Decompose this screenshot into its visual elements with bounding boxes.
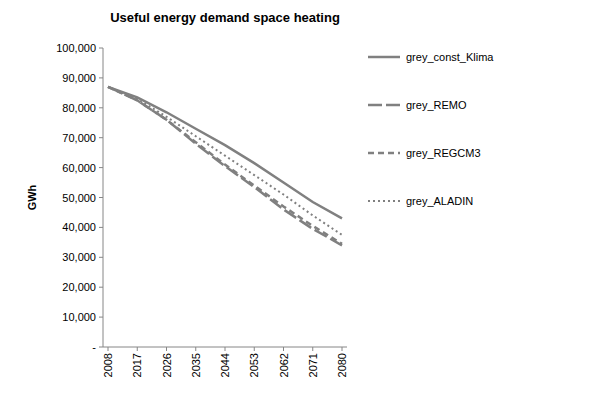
x-tick — [312, 347, 313, 351]
title: Useful energy demand space heating — [110, 10, 340, 25]
y-tick — [99, 317, 103, 318]
y-tick — [99, 197, 103, 198]
plot-area — [108, 87, 342, 245]
y-tick-label: 50,000 — [62, 192, 96, 204]
x-tick-label: 2080 — [336, 353, 348, 377]
legend-key — [368, 56, 400, 59]
y-tick — [99, 107, 103, 108]
x-tick — [108, 347, 109, 351]
x-tick — [254, 347, 255, 351]
y-tick-label: 30,000 — [62, 251, 96, 263]
legend: grey_const_Klima grey_REMO grey_REGCM3grey… — [368, 51, 494, 207]
y-tick — [99, 167, 103, 168]
y-tick-label: 20,000 — [62, 281, 96, 293]
x-tick — [283, 347, 284, 351]
series-line — [108, 87, 342, 219]
legend-label: grey_ALADIN — [406, 195, 473, 207]
chart: Useful energy demand space heating GWh - 10… — [0, 0, 603, 415]
y-tick — [99, 48, 103, 49]
legend-label: grey_const_Klima — [406, 51, 494, 63]
y-tick-label: 100,000 — [56, 42, 96, 54]
x-tick-label: 2053 — [248, 353, 260, 377]
legend-key — [368, 152, 400, 155]
y-tick-label: 40,000 — [62, 221, 96, 233]
x-tick-label: 2008 — [102, 353, 114, 377]
series-line — [108, 87, 342, 235]
x-tick-label: 2044 — [219, 353, 231, 377]
legend-label: grey_REMO — [406, 99, 467, 111]
x-tick-label: 2062 — [278, 353, 290, 377]
x-tick-label: 2017 — [131, 353, 143, 377]
x-tick-label: 2071 — [307, 353, 319, 377]
y-tick-label: - — [92, 341, 96, 353]
y-tick — [99, 287, 103, 288]
x-tick-label: 2026 — [161, 353, 173, 377]
y-tick-label: 60,000 — [62, 162, 96, 174]
x-tick — [225, 347, 226, 351]
y-tick — [99, 257, 103, 258]
y-axis-label: GWh — [26, 184, 38, 210]
x-tick — [137, 347, 138, 351]
legend-key — [368, 200, 400, 202]
series-line — [108, 87, 342, 245]
y-tick-label: 80,000 — [62, 102, 96, 114]
legend-label: grey_REGCM3 — [406, 147, 481, 159]
y-tick-label: 70,000 — [62, 132, 96, 144]
y-tick — [99, 227, 103, 228]
x-tick — [195, 347, 196, 351]
legend-key — [368, 104, 400, 107]
y-tick — [99, 137, 103, 138]
y-tick — [99, 77, 103, 78]
y-tick — [99, 347, 103, 348]
x-tick-label: 2035 — [190, 353, 202, 377]
x-tick — [166, 347, 167, 351]
y-tick-label: 10,000 — [62, 311, 96, 323]
series-line — [108, 87, 342, 244]
x-tick — [342, 347, 343, 351]
y-tick-label: 90,000 — [62, 72, 96, 84]
